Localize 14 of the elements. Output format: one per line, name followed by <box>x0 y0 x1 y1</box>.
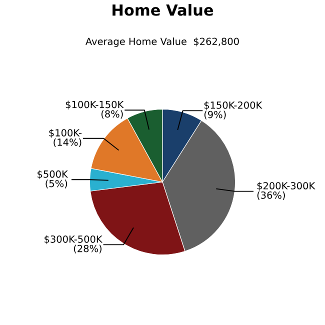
data-label: (8%) <box>101 110 123 119</box>
data-label: (36%) <box>257 191 285 200</box>
slice-label: $200K-300K <box>257 182 316 191</box>
slice-label: $300K-500K <box>44 235 103 244</box>
chart-subtitle: Average Home Value $262,800 <box>86 38 239 47</box>
slice-label: $100K- <box>49 128 82 138</box>
data-label: (14%) <box>54 138 82 148</box>
slice-label: $100K-150K <box>66 100 124 110</box>
data-label: (5%) <box>46 180 68 188</box>
data-label: (28%) <box>74 244 102 254</box>
chart-title: Home Value <box>112 4 214 16</box>
slice-label: $150K-200K <box>204 101 262 110</box>
data-label: (9%) <box>204 110 226 120</box>
slice-label: $500K <box>38 170 68 180</box>
